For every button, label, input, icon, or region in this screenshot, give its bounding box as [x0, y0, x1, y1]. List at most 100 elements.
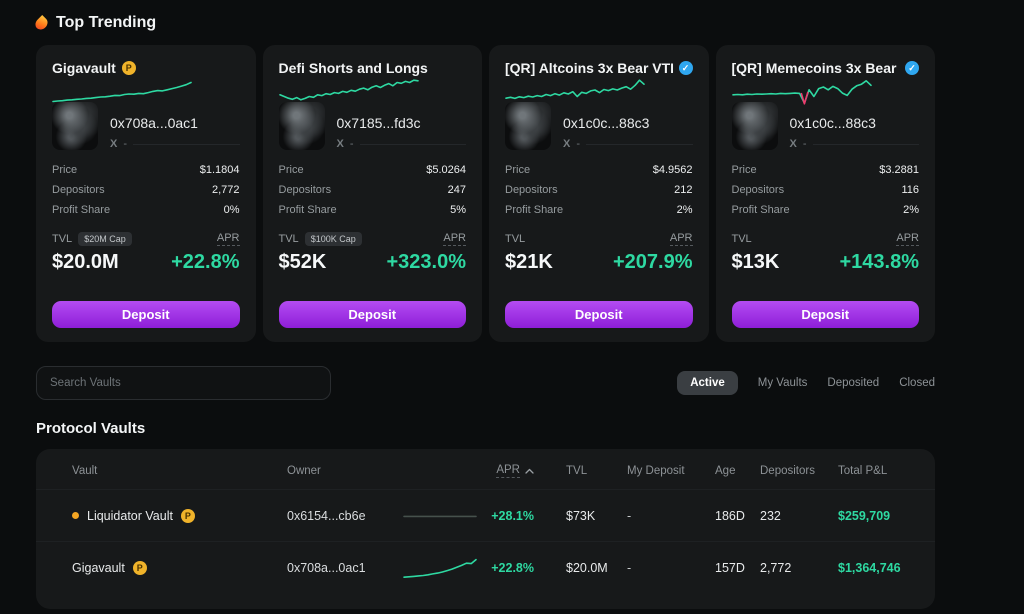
apr-value: +143.8%: [839, 251, 919, 273]
x-handle: -: [123, 138, 128, 150]
column-header-age: Age: [715, 465, 736, 477]
price-sparkline: [505, 79, 645, 100]
tvl-label: TVL: [731, 233, 752, 245]
price-sparkline: [278, 79, 419, 101]
vault-identity: 0x708a...0ac1 X -: [52, 102, 240, 150]
apr-label[interactable]: APR: [669, 232, 693, 246]
apr-label[interactable]: APR: [896, 232, 919, 246]
price-label: Price: [278, 164, 304, 176]
page: Top Trending Gigavault P ✓ 0x708a...0ac1…: [33, 14, 935, 609]
tvl-value: $73K: [566, 508, 596, 523]
vault-avatar: [505, 102, 551, 150]
filter-tab-closed[interactable]: Closed: [899, 377, 935, 389]
sort-caret-up-icon: [525, 468, 534, 474]
column-header-apr[interactable]: APR: [402, 464, 534, 478]
vault-card-defi-shorts-and-longs[interactable]: Defi Shorts and Longs P ✓ 0x7185...fd3c …: [262, 45, 482, 342]
depositors-value: 247: [447, 184, 466, 196]
age-value: 186D: [715, 508, 745, 523]
divider: [812, 143, 919, 145]
depositors-value: 116: [901, 184, 919, 196]
column-header-owner: Owner: [287, 465, 321, 477]
table-row-gigavault[interactable]: Gigavault P 0x708a...0ac1 +22.8% $20.0M …: [36, 541, 935, 593]
tvl-value: $13K: [731, 251, 780, 273]
vault-stats: Price $5.0264 Depositors 247 Profit Share 5…: [279, 164, 467, 216]
profit-share-value: 5%: [450, 204, 466, 216]
profit-share-label: Profit Share: [731, 204, 790, 216]
column-header-total-pnl: Total P&L: [838, 465, 888, 477]
card-title: [QR] Memecoins 3x Bear ... P ✓: [732, 60, 919, 76]
vault-name: Liquidator Vault: [87, 508, 173, 523]
depositors-label: Depositors: [278, 184, 332, 196]
section-title: Protocol Vaults: [36, 420, 146, 437]
column-header-my-deposit: My Deposit: [627, 465, 685, 477]
vault-card-qr-memecoins-3x-bear[interactable]: [QR] Memecoins 3x Bear ... P ✓ 0x1c0c...…: [715, 45, 935, 342]
apr-sparkline: [403, 558, 478, 578]
apr-value: +28.1%: [491, 508, 534, 523]
x-twitter-icon[interactable]: X: [336, 138, 344, 150]
total-pnl-value: $1,364,746: [838, 560, 901, 575]
deposit-button[interactable]: Deposit: [52, 301, 240, 328]
divider: [133, 143, 240, 145]
card-title: [QR] Altcoins 3x Bear VTF P ✓: [505, 60, 693, 76]
x-handle: -: [349, 138, 354, 150]
column-header-depositors: Depositors: [760, 465, 815, 477]
apr-value: +207.9%: [612, 251, 693, 273]
tvl-value: $52K: [278, 251, 327, 273]
tvl-label: TVL: [52, 233, 73, 245]
depositors-label: Depositors: [731, 184, 785, 196]
tvl-label: TVL: [505, 233, 526, 245]
page-title: Top Trending: [33, 14, 935, 32]
profit-share-value: 0%: [223, 204, 240, 216]
x-handle: -: [802, 138, 807, 150]
apr-value: +22.8%: [171, 251, 240, 273]
total-pnl-value: $259,709: [838, 508, 891, 523]
price-value: $4.9562: [652, 164, 693, 176]
vault-avatar: [52, 102, 98, 150]
profit-share-label: Profit Share: [52, 204, 111, 216]
deposit-button[interactable]: Deposit: [278, 301, 466, 328]
table-header: Vault Owner APR TVL My Deposit Age Depos…: [36, 449, 935, 489]
vault-name: Defi Shorts and Longs: [278, 60, 428, 76]
depositors-value: 2,772: [760, 560, 792, 575]
vault-address: 0x1c0c...88c3: [789, 115, 876, 131]
vault-address: 0x7185...fd3c: [336, 115, 421, 131]
vault-stats: Price $4.9562 Depositors 212 Profit Share 2…: [505, 164, 693, 216]
apr-value: +22.8%: [491, 560, 534, 575]
owner-address: 0x708a...0ac1: [287, 560, 366, 575]
x-handle: -: [576, 138, 581, 150]
apr-sparkline: [403, 515, 478, 517]
deposit-button[interactable]: Deposit: [731, 301, 919, 328]
vault-card-qr-altcoins-3x-bear[interactable]: [QR] Altcoins 3x Bear VTF P ✓ 0x1c0c...8…: [489, 45, 709, 342]
filter-tab-active[interactable]: Active: [677, 371, 738, 395]
filter-tab-deposited[interactable]: Deposited: [827, 377, 880, 389]
vault-card-gigavault[interactable]: Gigavault P ✓ 0x708a...0ac1 X - Price $1.…: [36, 45, 256, 342]
column-header-tvl: TVL: [566, 465, 588, 477]
price-value: $1.1804: [199, 164, 240, 176]
apr-label[interactable]: APR: [443, 232, 466, 246]
my-deposit-value: -: [627, 560, 632, 575]
my-deposit-value: -: [627, 508, 632, 523]
search-vaults-input[interactable]: [36, 366, 331, 400]
filter-tab-my-vaults[interactable]: My Vaults: [757, 377, 808, 389]
depositors-value: 232: [760, 508, 781, 523]
protocol-vaults-table: Vault Owner APR TVL My Deposit Age Depos…: [36, 449, 935, 609]
gold-badge-icon: P: [180, 508, 195, 523]
trending-cards: Gigavault P ✓ 0x708a...0ac1 X - Price $1.…: [36, 45, 935, 342]
page-title-text: Top Trending: [56, 14, 157, 31]
depositors-value: 212: [674, 184, 693, 196]
deposit-button[interactable]: Deposit: [505, 301, 693, 328]
profit-share-value: 2%: [903, 204, 919, 216]
x-twitter-icon[interactable]: X: [563, 138, 571, 150]
tvl-value: $20.0M: [52, 251, 119, 273]
apr-label[interactable]: APR: [216, 232, 240, 246]
verified-badge-icon: ✓: [905, 61, 919, 75]
table-row-liquidator-vault[interactable]: Liquidator Vault P 0x6154...cb6e +28.1% …: [36, 489, 935, 541]
profit-share-label: Profit Share: [505, 204, 564, 216]
tvl-value: $21K: [505, 251, 553, 273]
depositors-value: 2,772: [211, 184, 240, 196]
vault-avatar: [731, 102, 778, 150]
gold-badge-icon: P: [121, 61, 136, 75]
x-twitter-icon[interactable]: X: [110, 138, 118, 150]
cap-badge: $100K Cap: [304, 232, 362, 246]
x-twitter-icon[interactable]: X: [789, 138, 797, 150]
